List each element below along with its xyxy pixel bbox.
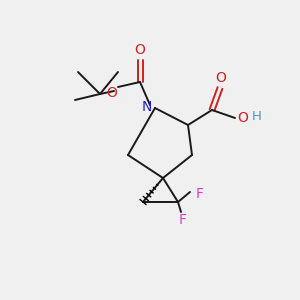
Text: F: F [179,213,187,227]
Text: F: F [196,187,204,201]
Text: O: O [238,111,248,125]
Text: O: O [106,86,117,100]
Text: H: H [252,110,262,124]
Text: O: O [216,71,226,85]
Text: N: N [142,100,152,114]
Text: O: O [135,43,146,57]
